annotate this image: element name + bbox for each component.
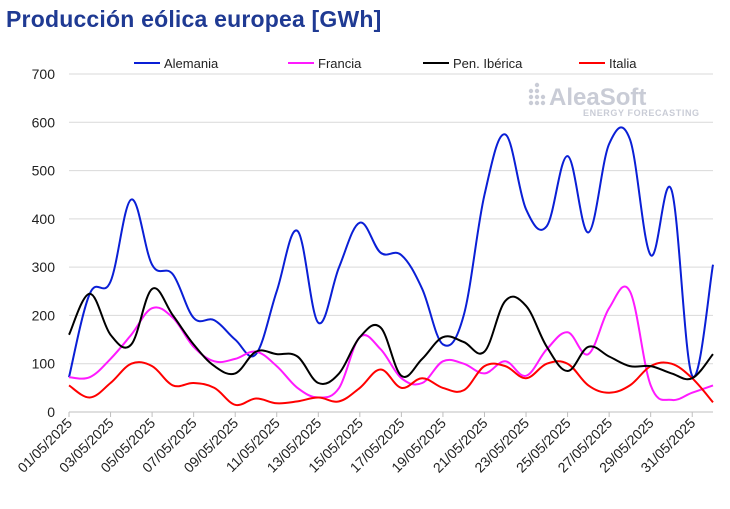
logo-dot — [528, 88, 534, 94]
legend-label: Francia — [318, 56, 362, 71]
logo-tagline: ENERGY FORECASTING — [583, 108, 700, 118]
series-line-pen-ib-rica — [68, 287, 714, 385]
y-tick-label: 0 — [47, 404, 55, 420]
series-line-italia — [68, 360, 714, 407]
logo-dot — [534, 94, 540, 100]
y-tick-label: 400 — [32, 211, 56, 227]
logo-dot — [534, 100, 540, 106]
logo-dot — [540, 94, 546, 100]
logo-name: AleaSoft — [549, 84, 646, 111]
legend-label: Italia — [609, 56, 637, 71]
y-tick-label: 300 — [32, 259, 56, 275]
y-tick-label: 600 — [32, 114, 56, 130]
chart-title: Producción eólica europea [GWh] — [6, 6, 382, 32]
logo-dot — [528, 100, 534, 106]
x-axis-ticks: 01/05/202503/05/202505/05/202507/05/2025… — [14, 411, 713, 476]
legend: Alemania Francia Pen. Ibérica Italia — [134, 56, 637, 71]
y-tick-label: 700 — [32, 66, 56, 82]
legend-label: Alemania — [164, 56, 219, 71]
logo-dot — [534, 88, 540, 94]
series-line-alemania — [68, 126, 714, 378]
logo-dot — [528, 94, 534, 100]
y-tick-label: 100 — [32, 356, 56, 372]
legend-label: Pen. Ibérica — [453, 56, 523, 71]
logo-dot — [534, 82, 540, 88]
series-lines — [68, 126, 714, 407]
y-axis-ticks: 0 100 200 300 400 500 600 700 — [32, 66, 56, 420]
logo-dot — [540, 100, 546, 106]
y-tick-label: 500 — [32, 163, 56, 179]
y-tick-label: 200 — [32, 307, 56, 323]
